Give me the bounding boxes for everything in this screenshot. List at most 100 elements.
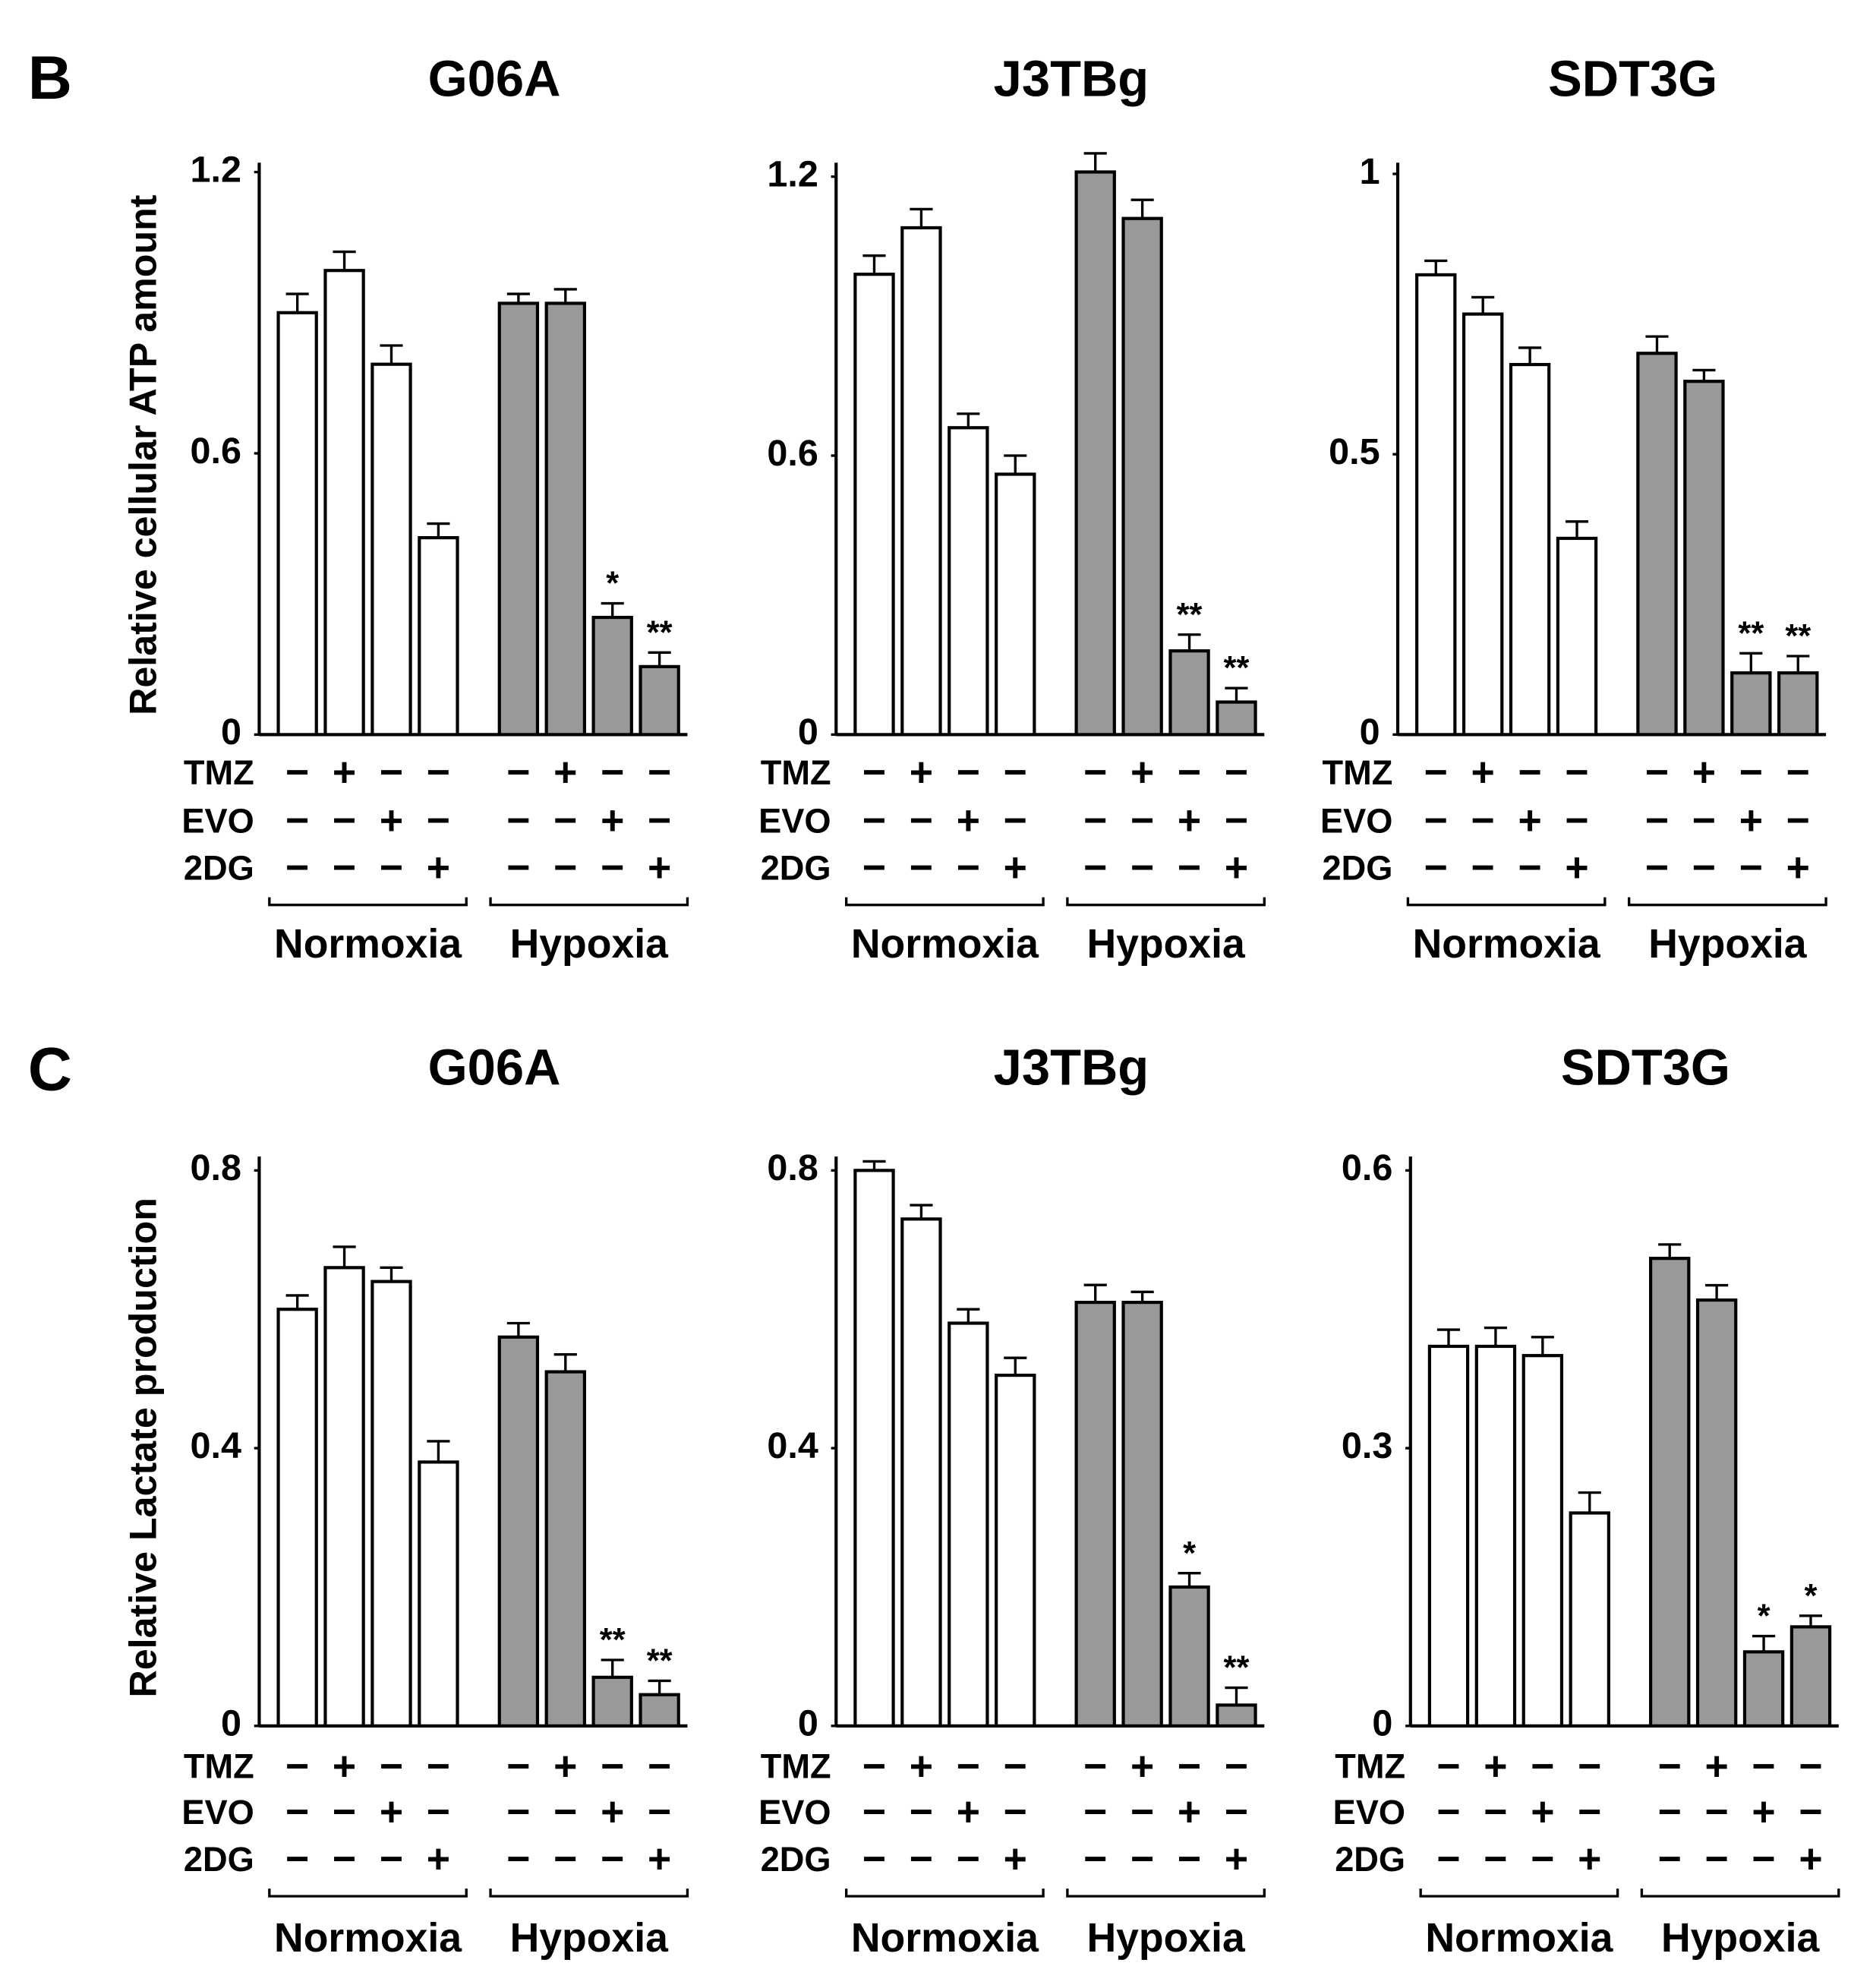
treatment-sign: − <box>1484 1837 1507 1882</box>
bar <box>371 1280 412 1728</box>
treatment-sign: − <box>648 750 671 795</box>
treatment-sign: − <box>601 750 624 795</box>
treatment-sign: − <box>648 1790 671 1835</box>
panel-label: C <box>28 1035 72 1103</box>
treatment-label: EVO <box>758 801 831 840</box>
treatment-sign: − <box>333 846 356 891</box>
significance: ** <box>647 614 673 651</box>
treatment-sign: + <box>1471 750 1495 795</box>
treatment-sign: − <box>1083 1790 1107 1835</box>
bar <box>323 269 365 737</box>
treatment-sign: − <box>648 799 671 844</box>
chart-title: J3TBg <box>994 1040 1149 1097</box>
treatment-sign: − <box>1786 750 1810 795</box>
bar <box>497 301 540 737</box>
treatment-label: 2DG <box>761 1840 831 1879</box>
group-bracket <box>268 1889 468 1898</box>
treatment-sign: − <box>285 1744 309 1789</box>
significance: ** <box>1224 650 1250 686</box>
treatment-sign: − <box>1004 1744 1027 1789</box>
treatment-sign: − <box>1225 1744 1248 1789</box>
treatment-sign: − <box>506 1837 530 1882</box>
bar <box>1462 312 1504 737</box>
treatment-sign: − <box>1130 799 1154 844</box>
y-tick-label: 0 <box>1360 712 1380 753</box>
bar <box>1074 170 1116 737</box>
significance: * <box>1805 1578 1818 1614</box>
y-tick-label: 0 <box>221 1703 241 1744</box>
treatment-sign: − <box>1178 1744 1201 1789</box>
treatment-sign: + <box>601 1790 624 1835</box>
treatment-sign: − <box>380 1837 403 1882</box>
treatment-sign: − <box>1692 799 1716 844</box>
treatment-sign: + <box>427 846 450 891</box>
bar <box>948 426 989 737</box>
treatment-sign: + <box>1578 1837 1601 1882</box>
bar <box>1474 1344 1517 1728</box>
treatment-label: 2DG <box>184 848 254 887</box>
treatment-sign: − <box>862 750 886 795</box>
treatment-sign: − <box>1004 1790 1027 1835</box>
bar <box>853 273 895 737</box>
treatment-label: 2DG <box>1335 1840 1405 1879</box>
treatment-sign: + <box>648 1837 671 1882</box>
treatment-sign: − <box>1518 846 1541 891</box>
significance: ** <box>1738 615 1764 652</box>
group-label: Hypoxia <box>1661 1916 1821 1961</box>
treatment-sign: − <box>380 1744 403 1789</box>
group-bracket <box>1627 897 1827 907</box>
significance: ** <box>1177 597 1203 633</box>
treatment-sign: + <box>553 1744 577 1789</box>
treatment-sign: − <box>1658 1790 1682 1835</box>
treatment-sign: − <box>1424 750 1448 795</box>
treatment-sign: − <box>285 846 309 891</box>
treatment-sign: − <box>333 1790 356 1835</box>
treatment-label: 2DG <box>761 848 831 887</box>
group-bracket <box>844 1889 1045 1898</box>
treatment-sign: − <box>862 1744 886 1789</box>
bar <box>418 1460 459 1728</box>
treatment-sign: − <box>427 799 450 844</box>
group-bracket <box>1066 1889 1266 1898</box>
bar <box>1168 1585 1210 1728</box>
treatment-sign: − <box>1225 1790 1248 1835</box>
treatment-sign: − <box>1645 846 1669 891</box>
group-bracket <box>844 897 1045 907</box>
treatment-label: EVO <box>181 1793 254 1832</box>
treatment-sign: − <box>862 846 886 891</box>
treatment-sign: + <box>957 799 980 844</box>
group-bracket <box>1640 1889 1840 1898</box>
bar <box>995 472 1036 737</box>
treatment-sign: − <box>1565 750 1588 795</box>
bar <box>1683 380 1725 737</box>
treatment-sign: − <box>506 1790 530 1835</box>
treatment-sign: − <box>601 1837 624 1882</box>
bar <box>900 226 942 737</box>
treatment-sign: − <box>1004 799 1027 844</box>
chart-title: G06A <box>428 1040 561 1097</box>
treatment-sign: + <box>957 1790 980 1835</box>
figure-body: B C G06A Relative cellular ATP amount 0 0.6 1.… <box>28 44 1840 1961</box>
bar <box>1216 1703 1257 1728</box>
treatment-label: TMZ <box>1335 1747 1405 1786</box>
treatment-sign: − <box>1436 1837 1460 1882</box>
group-bracket <box>268 897 468 907</box>
treatment-sign: − <box>553 1790 577 1835</box>
group-bracket <box>1406 897 1607 907</box>
group-label: Hypoxia <box>1648 922 1808 967</box>
treatment-sign: − <box>1531 1837 1554 1882</box>
group-label: Hypoxia <box>510 1916 670 1961</box>
treatment-sign: − <box>1083 799 1107 844</box>
treatment-sign: + <box>1004 1837 1027 1882</box>
treatment-sign: + <box>380 799 403 844</box>
significance: ** <box>1785 618 1811 655</box>
treatment-sign: − <box>1786 799 1810 844</box>
treatment-label: TMZ <box>761 1747 831 1786</box>
group-label: Normoxia <box>851 922 1039 967</box>
treatment-sign: − <box>1658 1837 1682 1882</box>
y-tick-label: 0.8 <box>767 1147 818 1188</box>
treatment-sign: − <box>1424 799 1448 844</box>
treatment-sign: − <box>1471 846 1495 891</box>
treatment-sign: + <box>1705 1744 1729 1789</box>
y-tick-label: 0.4 <box>191 1425 241 1466</box>
